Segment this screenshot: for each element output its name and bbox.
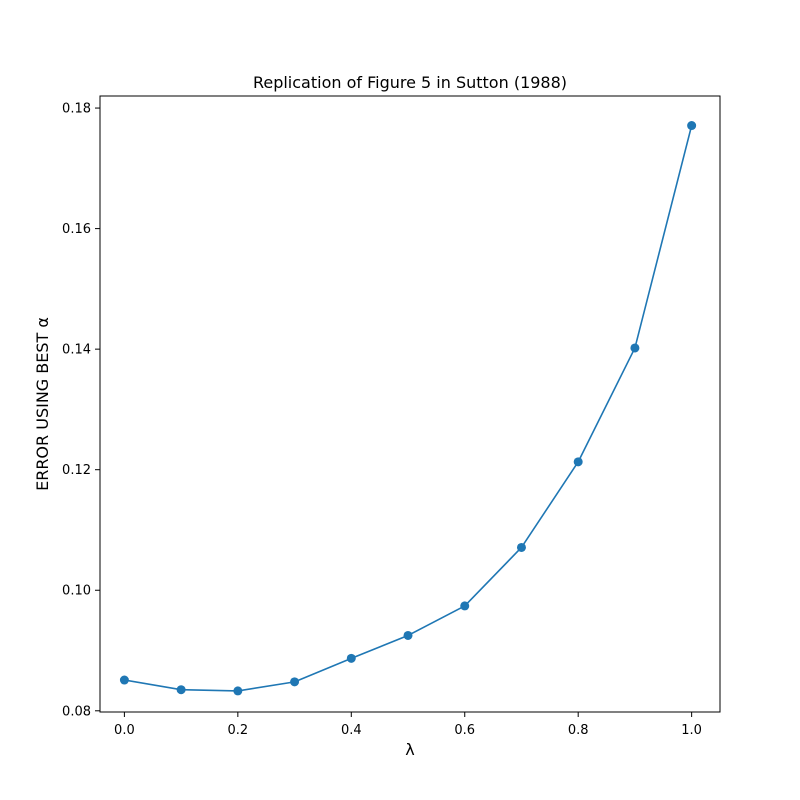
series-layer (119, 121, 697, 696)
data-point (687, 121, 697, 131)
data-point (176, 685, 186, 695)
x-tick-label: 0.8 (568, 723, 589, 738)
y-tick-label: 0.16 (62, 222, 91, 237)
data-point (630, 343, 640, 353)
y-axis: 0.08 0.10 0.12 0.14 0.16 0.18 (62, 102, 100, 719)
x-tick-label: 0.6 (454, 723, 475, 738)
data-point (516, 542, 526, 552)
x-tick-label: 1.0 (681, 723, 702, 738)
y-tick-label: 0.12 (62, 463, 91, 478)
y-axis-label: ERROR USING BEST α (33, 317, 52, 491)
x-tick-label: 0.2 (227, 723, 248, 738)
x-axis: 0.0 0.2 0.4 0.6 0.8 1.0 (114, 712, 702, 738)
data-point (346, 653, 356, 663)
data-point (233, 686, 243, 696)
x-tick-label: 0.0 (114, 723, 135, 738)
y-tick-label: 0.08 (62, 704, 91, 719)
data-point (573, 457, 583, 467)
y-tick-label: 0.18 (62, 102, 91, 117)
x-tick-label: 0.4 (341, 723, 362, 738)
plot-area: 0.0 0.2 0.4 0.6 0.8 1.0 0.080.100.120.140.160… (62, 95, 721, 738)
chart-title: Replication of Figure 5 in Sutton (1988) (253, 73, 567, 92)
data-point (290, 677, 300, 687)
y-tick-label: 0.14 (62, 343, 91, 358)
plot-frame (99, 95, 721, 713)
data-point (460, 601, 470, 611)
y-tick-label: 0.10 (62, 584, 91, 599)
x-axis-label: λ (405, 740, 414, 759)
data-point (403, 630, 413, 640)
data-point (119, 675, 129, 685)
